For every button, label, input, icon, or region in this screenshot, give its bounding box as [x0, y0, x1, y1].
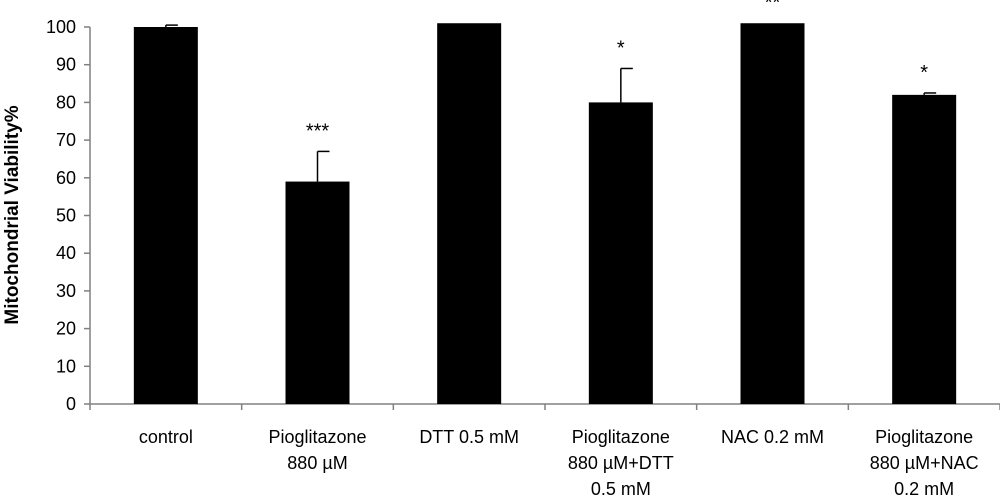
y-tick-label: 100 [46, 17, 76, 37]
category-label: 0.5 mM [591, 479, 651, 499]
category-label: Pioglitazone [572, 427, 670, 447]
y-tick-label: 70 [56, 130, 76, 150]
category-label: control [139, 427, 193, 447]
category-labels: control Pioglitazone 880 µM DTT 0.5 mM Piogl… [139, 427, 979, 499]
y-tick-label: 90 [56, 55, 76, 75]
significance-label: ** [765, 0, 781, 14]
significance-marks: ******* [306, 0, 928, 142]
bar [133, 27, 198, 404]
y-tick-label: 10 [56, 356, 76, 376]
y-tick-label: 0 [66, 394, 76, 414]
significance-label: * [617, 37, 625, 59]
bar [740, 23, 805, 404]
y-axis-label: Mitochondrial Viability% [2, 105, 23, 324]
category-label: Pioglitazone [875, 427, 973, 447]
y-tick-label: 30 [56, 281, 76, 301]
bar [285, 181, 350, 404]
significance-label: * [920, 62, 928, 84]
error-bars [165, 24, 937, 182]
category-label: 0.2 mM [894, 479, 954, 499]
y-tick-label: 80 [56, 92, 76, 112]
category-label: NAC 0.2 mM [721, 427, 824, 447]
axes [89, 27, 1000, 405]
category-label: DTT 0.5 mM [419, 427, 519, 447]
significance-label: *** [306, 120, 330, 142]
y-ticks: 0 10 20 30 40 50 60 70 80 90 100 [46, 17, 1000, 414]
category-label: Pioglitazone [268, 427, 366, 447]
bars [133, 23, 957, 405]
bar [588, 102, 653, 405]
y-axis-label-group: Mitochondrial Viability% [2, 105, 23, 324]
bar [892, 94, 957, 405]
y-tick-label: 50 [56, 206, 76, 226]
category-label: 880 µM+NAC [870, 453, 979, 473]
y-tick-label: 20 [56, 319, 76, 339]
y-tick-label: 40 [56, 243, 76, 263]
category-label: 880 µM+DTT [568, 453, 674, 473]
y-tick-label: 60 [56, 168, 76, 188]
bar [437, 23, 502, 404]
category-label: 880 µM [287, 453, 347, 473]
